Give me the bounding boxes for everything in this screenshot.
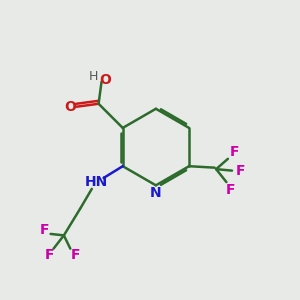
Text: N: N bbox=[150, 186, 162, 200]
Text: F: F bbox=[70, 248, 80, 262]
Text: HN: HN bbox=[85, 176, 108, 189]
Text: H: H bbox=[88, 70, 98, 83]
Text: O: O bbox=[64, 100, 76, 114]
Text: F: F bbox=[226, 183, 236, 197]
Text: F: F bbox=[230, 145, 239, 159]
Text: F: F bbox=[236, 164, 245, 178]
Text: O: O bbox=[99, 73, 111, 87]
Text: F: F bbox=[44, 248, 54, 262]
Text: F: F bbox=[40, 223, 50, 236]
